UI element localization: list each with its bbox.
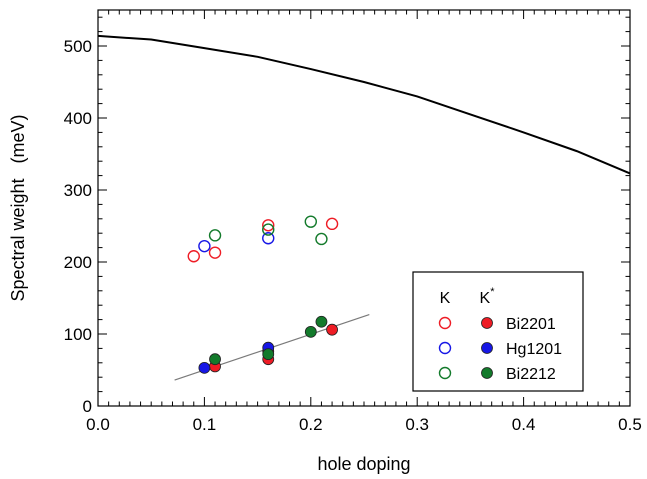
x-tick-label: 0.5 bbox=[618, 415, 642, 434]
point-k-bi2201 bbox=[325, 217, 339, 231]
point-k-bi2212 bbox=[315, 232, 328, 246]
point-k-bi2212 bbox=[262, 223, 275, 236]
legend-marker-kstar-hg1201 bbox=[481, 342, 493, 354]
legend-header-kstar-base: K bbox=[480, 290, 491, 307]
point-kstar-bi2212 bbox=[315, 315, 328, 328]
legend-header-kstar: K* bbox=[480, 286, 496, 307]
x-axis-title: hole doping bbox=[317, 454, 410, 474]
data-points bbox=[187, 215, 339, 374]
point-k-bi2201 bbox=[262, 219, 275, 232]
tick-labels: 0.0 0.1 0.2 0.3 0.4 0.5 0 100 200 300 400 500 bbox=[64, 37, 642, 434]
legend-marker-kstar-bi2212 bbox=[481, 367, 493, 379]
point-kstar-bi2212 bbox=[304, 325, 317, 338]
legend-label-bi2201: Bi2201 bbox=[506, 316, 556, 333]
x-tick-label: 0.4 bbox=[512, 415, 536, 434]
point-kstar-hg1201 bbox=[198, 361, 211, 374]
point-k-bi2201 bbox=[187, 250, 200, 263]
point-kstar-bi2212 bbox=[209, 353, 221, 366]
y-tick-label: 100 bbox=[64, 325, 92, 344]
point-k-bi2212 bbox=[304, 215, 317, 228]
legend-marker-k-hg1201 bbox=[438, 341, 452, 355]
point-kstar-bi2201 bbox=[326, 323, 338, 336]
y-axis-title: Spectral weight (meV) bbox=[8, 114, 28, 301]
spectral-weight-curve bbox=[97, 34, 631, 175]
curve-layer bbox=[97, 34, 631, 175]
point-k-bi2201 bbox=[208, 246, 222, 259]
legend-header-kstar-sup: * bbox=[490, 286, 495, 298]
y-tick-label: 300 bbox=[64, 181, 92, 200]
y-tick-label: 400 bbox=[64, 109, 92, 128]
legend-label-hg1201: Hg1201 bbox=[506, 341, 562, 358]
plot-frame bbox=[97, 9, 631, 407]
legend-label-bi2212: Bi2212 bbox=[506, 366, 556, 383]
point-k-hg1201 bbox=[198, 239, 211, 253]
point-kstar-bi2212 bbox=[262, 348, 275, 361]
legend-rows: Bi2201 Hg1201 Bi2212 bbox=[438, 316, 562, 383]
legend-box bbox=[412, 271, 584, 392]
x-tick-label: 0.1 bbox=[193, 415, 217, 434]
point-k-bi2212 bbox=[208, 229, 222, 242]
x-tick-label: 0.2 bbox=[299, 415, 323, 434]
legend-marker-kstar-bi2201 bbox=[481, 317, 493, 329]
y-tick-label: 200 bbox=[64, 253, 92, 272]
legend-marker-k-bi2212 bbox=[438, 366, 452, 380]
point-k-hg1201 bbox=[262, 232, 275, 245]
legend-header-k: K bbox=[440, 290, 451, 307]
x-tick-label: 0.3 bbox=[405, 415, 429, 434]
legend-marker-k-bi2201 bbox=[438, 316, 452, 330]
y-tick-label: 500 bbox=[64, 37, 92, 56]
x-tick-label: 0.0 bbox=[86, 415, 110, 434]
y-tick-label: 0 bbox=[83, 397, 92, 416]
